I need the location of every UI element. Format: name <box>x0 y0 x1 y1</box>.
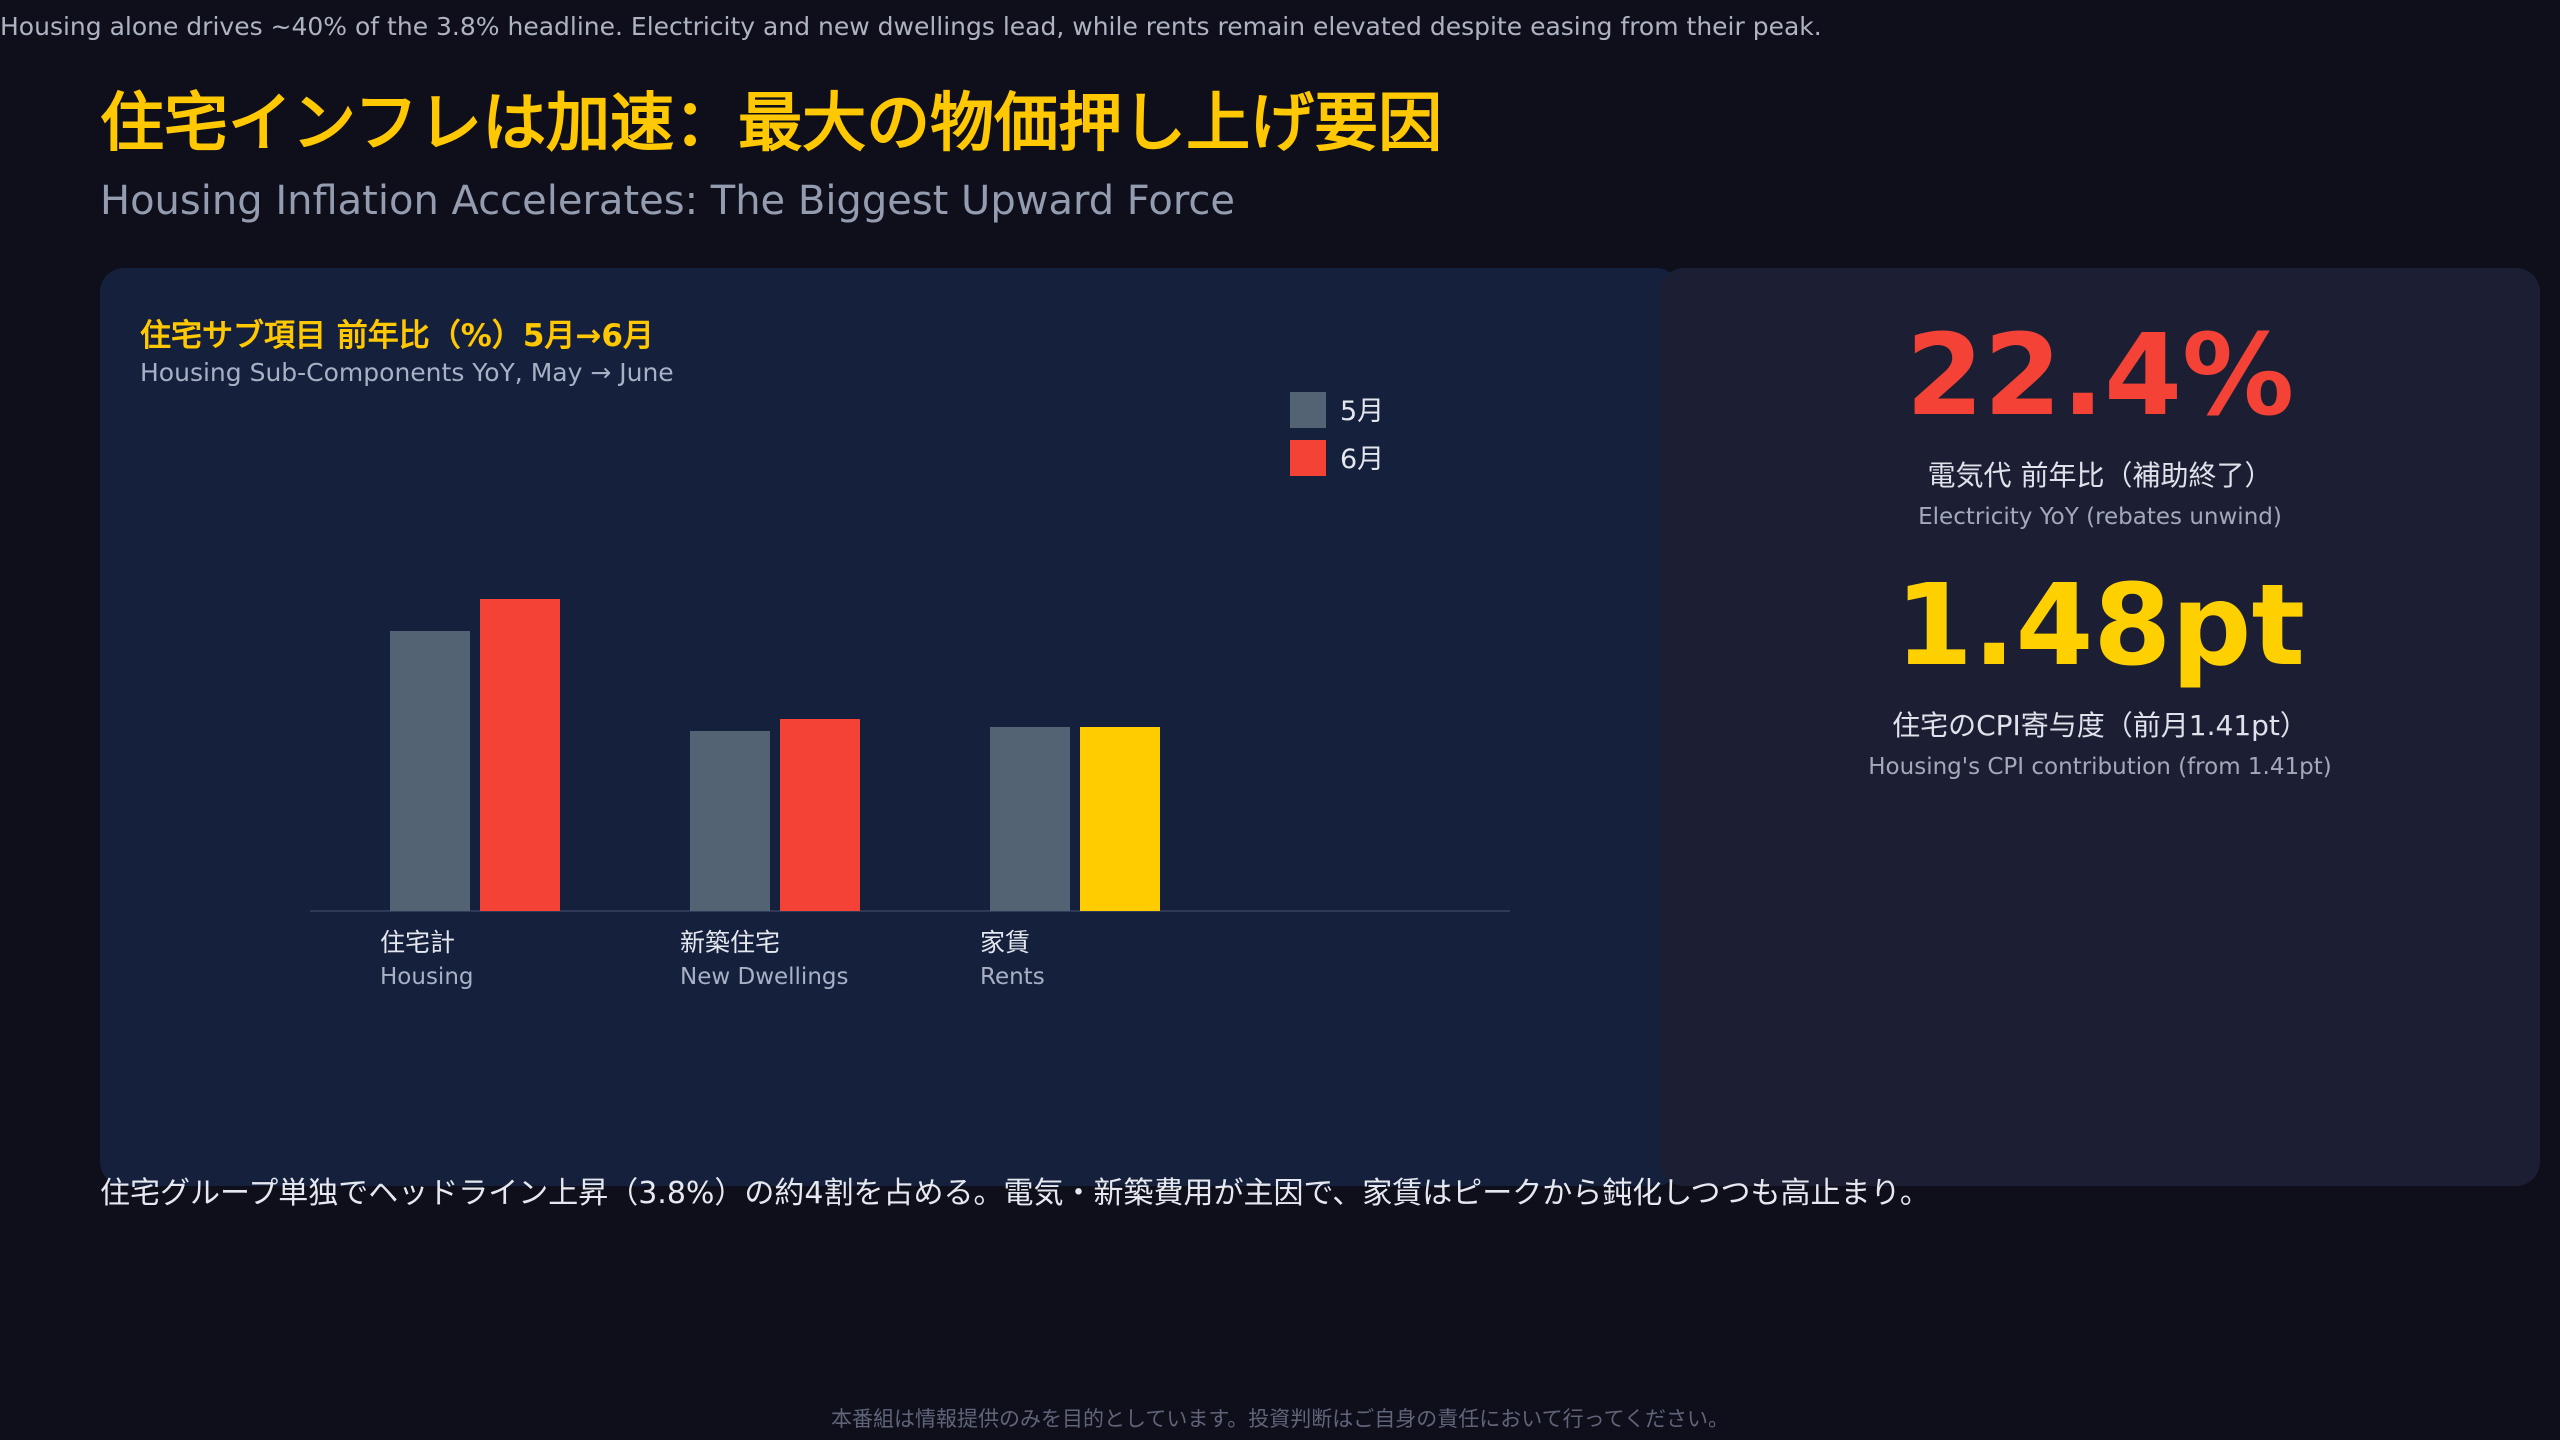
legend-label: 5月 <box>1340 396 1384 427</box>
legend-swatch <box>1290 392 1326 428</box>
top-caption: Housing alone drives ~40% of the 3.8% he… <box>0 12 1822 41</box>
bar-chart: 住宅計 Housing 新築住宅 New Dwellings 家賃 Rents 5月 6月 <box>310 392 1510 990</box>
stat-value: 1.48pt <box>1894 561 2306 691</box>
stat-label-en: Electricity YoY (rebates unwind) <box>1918 504 2282 530</box>
chart-title: 住宅サブ項目 前年比（%）5月→6月 <box>140 318 654 354</box>
chart-card: 住宅サブ項目 前年比（%）5月→6月 Housing Sub-Component… <box>100 268 1680 1186</box>
category-label: 住宅計 <box>380 928 455 957</box>
stat-housing-contribution: 1.48pt 住宅のCPI寄与度（前月1.41pt） Housing's CPI… <box>1660 570 2540 780</box>
category-label: 新築住宅 <box>680 928 780 957</box>
bar-june-1 <box>780 719 860 911</box>
bar-may-0 <box>390 631 470 911</box>
page-subtitle: Housing Inflation Accelerates: The Bigge… <box>100 178 1236 224</box>
chart-subtitle: Housing Sub-Components YoY, May → June <box>140 358 674 387</box>
page-title: 住宅インフレは加速：最大の物価押し上げ要因 <box>100 87 1443 161</box>
legend-label: 6月 <box>1340 444 1384 475</box>
bar-may-1 <box>690 731 770 911</box>
stat-label: 電気代 前年比（補助終了） <box>1927 459 2273 492</box>
bar-may-2 <box>990 727 1070 911</box>
summary-text: 住宅グループ単独でヘッドライン上昇（3.8%）の約4割を占める。電気・新築費用が… <box>100 1176 1930 1211</box>
bar-june-0 <box>480 599 560 911</box>
category-label-en: New Dwellings <box>680 964 848 990</box>
stat-electricity: 22.4% 電気代 前年比（補助終了） Electricity YoY (reb… <box>1660 320 2540 530</box>
legend-swatch <box>1290 440 1326 476</box>
stat-value: 22.4% <box>1905 311 2295 441</box>
stats-card: 22.4% 電気代 前年比（補助終了） Electricity YoY (reb… <box>1660 268 2540 1186</box>
disclaimer-footer: 本番組は情報提供のみを目的としています。投資判断はご自身の責任において行ってくだ… <box>831 1407 1729 1431</box>
bar-june-2 <box>1080 727 1160 911</box>
category-label-en: Rents <box>980 964 1045 990</box>
stat-label-en: Housing's CPI contribution (from 1.41pt) <box>1868 754 2332 780</box>
stat-label: 住宅のCPI寄与度（前月1.41pt） <box>1892 709 2308 742</box>
category-label: 家賃 <box>980 928 1030 957</box>
category-label-en: Housing <box>380 964 474 990</box>
